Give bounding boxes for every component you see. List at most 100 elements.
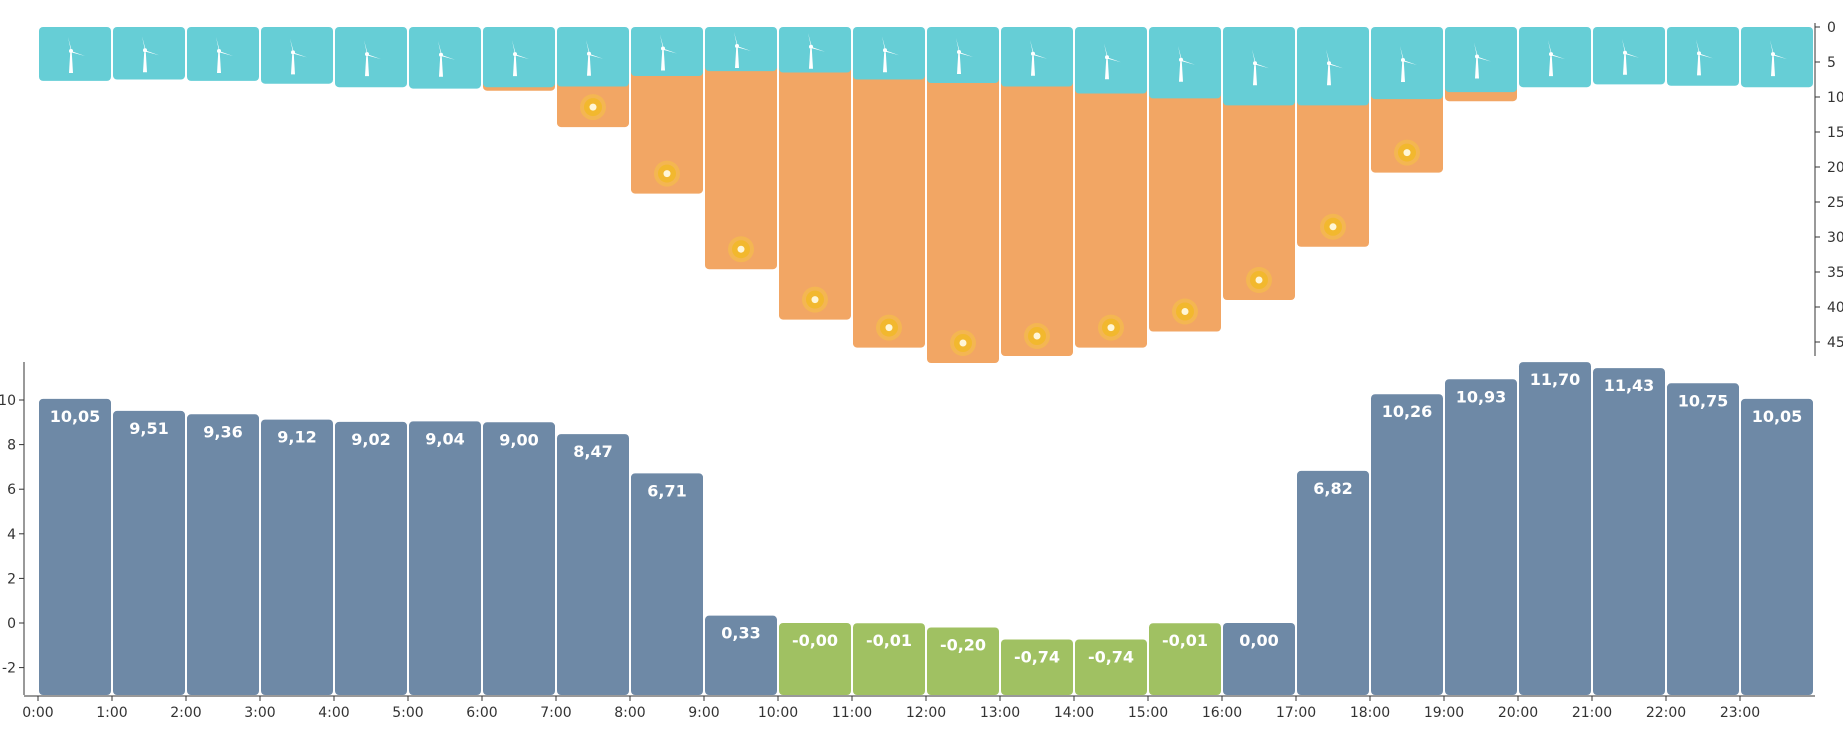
price-bar [1371,394,1443,695]
price-data-label: 10,93 [1456,387,1507,406]
wind-bar [1223,27,1295,106]
wind-turbine-icon [875,36,899,73]
price-y-tick-label: 10 [0,393,16,409]
wind-turbine-icon [653,34,677,71]
wind-turbine-icon [61,36,85,73]
price-x-tick-label: 1:00 [96,705,127,721]
wind-turbine-icon [1689,39,1713,76]
solar-bar [927,73,999,363]
wind-turbine-icon [949,38,973,74]
price-y-tick-label: 8 [7,438,16,454]
price-x-tick-label: 0:00 [22,705,53,721]
price-data-label: 9,12 [277,428,316,447]
production-y-tick-label: 35 [1827,265,1843,281]
price-data-label: 8,47 [573,442,612,461]
price-bar [1593,368,1665,695]
sun-icon [654,160,680,187]
price-data-label: -0,01 [1162,631,1208,650]
price-bar [187,414,259,695]
price-data-label: -0,01 [866,631,912,650]
sun-icon [876,314,902,341]
solar-bar [1149,88,1221,332]
wind-bar [1297,27,1369,106]
price-chart: 10,05 9,51 9,36 9,12 9,02 9,04 9,00 8,47 6,71 0,3… [0,362,1815,721]
price-bar [39,398,111,695]
price-x-tick-label: 4:00 [318,705,349,721]
price-y-tick-label: 6 [7,482,16,498]
price-data-label: 11,43 [1604,376,1655,395]
price-x-tick-label: 7:00 [540,705,571,721]
price-x-tick-label: 9:00 [688,705,719,721]
sun-icon [802,286,828,313]
price-data-label: 9,36 [203,422,242,441]
wind-turbine-icon [135,36,159,73]
wind-bar [1667,27,1739,86]
price-x-tick-label: 17:00 [1276,705,1316,721]
wind-turbine-icon [1319,49,1343,86]
price-data-label: -0,74 [1014,648,1060,667]
wind-bar [187,27,259,81]
price-x-tick-label: 6:00 [466,705,497,721]
wind-bar [261,27,333,84]
price-x-tick-label: 19:00 [1424,705,1464,721]
price-data-label: 0,33 [721,624,760,643]
price-bar [631,473,703,695]
wind-bar [927,27,999,83]
price-bar [261,419,333,695]
wind-bar [853,27,925,80]
sun-icon [1320,213,1346,240]
price-data-label: -0,00 [792,631,838,650]
price-x-tick-label: 10:00 [758,705,798,721]
sun-icon [950,330,976,356]
price-x-tick-label: 16:00 [1202,705,1242,721]
sun-icon [1172,298,1198,325]
wind-bar [557,27,629,87]
production-y-tick-label: 20 [1827,160,1843,176]
wind-bar [1593,27,1665,85]
price-data-label: 9,51 [129,419,168,438]
sun-icon [1246,267,1272,293]
wind-turbine-icon [727,32,751,69]
sun-icon [580,94,606,121]
sun-icon [1024,323,1050,349]
wind-turbine-icon [431,40,455,77]
wind-bar [1741,27,1813,88]
price-data-label: 0,00 [1239,631,1278,650]
wind-bar [779,27,851,73]
price-bar [1075,639,1147,695]
wind-bar [1445,27,1517,93]
wind-turbine-icon [1467,42,1491,79]
price-bar [1001,639,1073,695]
production-y-tick-label: 45 [1827,335,1843,351]
price-bar [335,421,407,695]
production-y-tick-label: 25 [1827,195,1843,211]
production-y-tick-label: 15 [1827,125,1843,141]
price-data-label: 9,02 [351,430,390,449]
production-y-tick-label: 40 [1827,300,1843,316]
wind-turbine-icon [505,40,529,77]
wind-turbine-icon [1393,46,1417,83]
sun-icon [1098,314,1124,341]
production-y-tick-label: 10 [1827,90,1843,106]
wind-turbine-icon [283,38,307,75]
price-x-tick-label: 3:00 [244,705,275,721]
price-bar [1741,398,1813,695]
solar-bar [705,61,777,270]
wind-turbine-icon [1763,40,1787,77]
price-data-label: 9,04 [425,429,464,448]
price-x-tick-label: 14:00 [1054,705,1094,721]
sun-icon [728,236,754,263]
price-x-tick-label: 18:00 [1350,705,1390,721]
price-data-label: -0,74 [1088,648,1134,667]
price-data-label: 9,00 [499,430,538,449]
price-bar [853,623,925,695]
wind-turbine-icon [209,36,233,73]
price-bar [1445,379,1517,695]
wind-turbine-icon [801,32,825,69]
production-y-tick-label: 0 [1827,20,1836,36]
price-x-tick-label: 13:00 [980,705,1020,721]
wind-turbine-icon [1171,45,1195,82]
solar-bar [779,62,851,320]
wind-bar [113,27,185,80]
price-y-tick-label: 0 [7,616,16,632]
